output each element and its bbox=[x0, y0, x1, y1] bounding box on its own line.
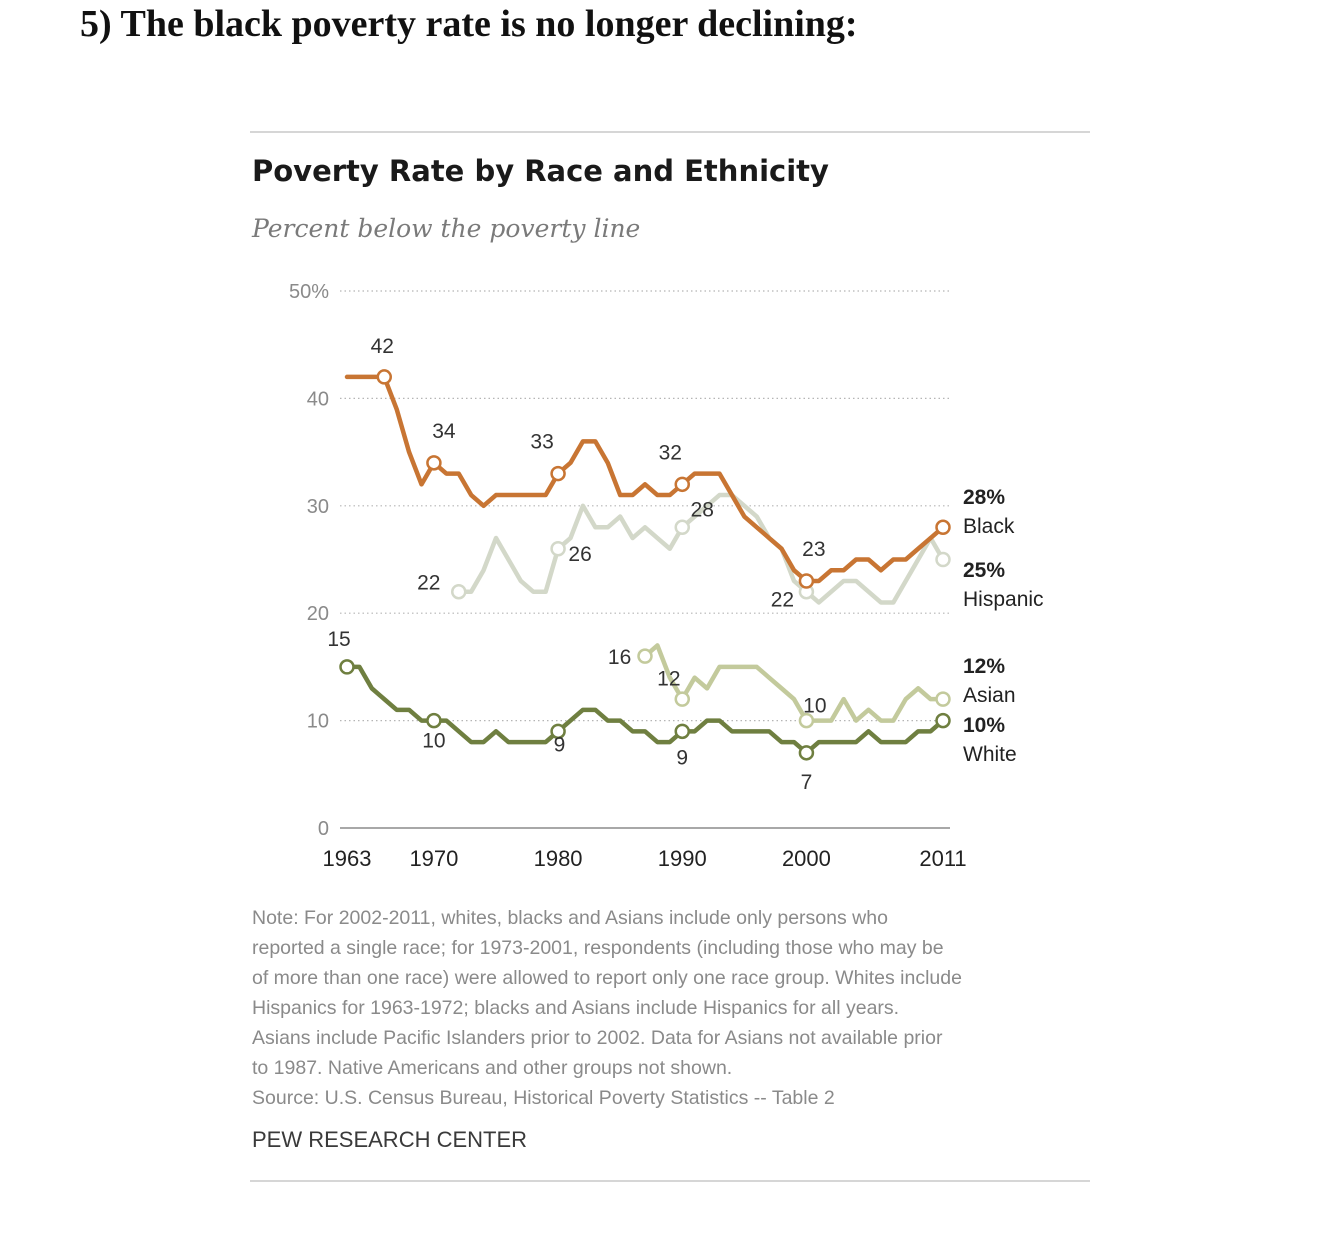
hispanic-data-label: 22 bbox=[417, 572, 440, 595]
hispanic-data-point bbox=[451, 583, 467, 600]
hispanic-series-line bbox=[456, 492, 946, 605]
note-line: of more than one race) were allowed to r… bbox=[252, 967, 962, 989]
white-data-point bbox=[674, 723, 690, 740]
white-data-point bbox=[798, 745, 815, 761]
x-tick-label: 1980 bbox=[534, 846, 583, 871]
hispanic-data-point bbox=[935, 551, 951, 568]
note-line: reported a single race; for 1973-2001, r… bbox=[252, 937, 944, 959]
source-line: Source: U.S. Census Bureau, Historical P… bbox=[252, 1087, 835, 1109]
black-data-point bbox=[376, 369, 392, 385]
black-data-point bbox=[550, 465, 566, 482]
white-data-label: 9 bbox=[554, 734, 566, 757]
black-end-value: 28% bbox=[963, 486, 1005, 509]
source-credit: PEW RESEARCH CENTER bbox=[252, 1127, 528, 1152]
asian-data-point bbox=[637, 648, 653, 664]
black-data-label: 34 bbox=[432, 420, 456, 443]
white-data-point bbox=[550, 723, 566, 740]
asian-data-point bbox=[674, 691, 690, 707]
note-line: to 1987. Native Americans and other grou… bbox=[252, 1057, 733, 1079]
page-heading: 5) The black poverty rate is no longer d… bbox=[80, 3, 858, 45]
black-data-point bbox=[674, 476, 690, 493]
y-tick-label: 10 bbox=[307, 711, 329, 733]
y-tick-label: 20 bbox=[307, 603, 329, 625]
asian-end-value: 12% bbox=[963, 655, 1005, 678]
black-legend-label: Black bbox=[963, 515, 1015, 538]
hispanic-end-value: 25% bbox=[963, 559, 1005, 582]
y-tick-label: 50% bbox=[289, 281, 329, 303]
black-data-label: 42 bbox=[371, 335, 394, 358]
chart-subtitle: Percent below the poverty line bbox=[252, 214, 641, 243]
black-data-point bbox=[798, 573, 815, 589]
white-data-label: 7 bbox=[801, 771, 813, 794]
x-tick-label: 1990 bbox=[658, 846, 707, 871]
white-data-point bbox=[339, 659, 355, 675]
x-tick-label: 2011 bbox=[919, 846, 966, 871]
asian-data-label: 10 bbox=[803, 695, 826, 718]
y-tick-label: 30 bbox=[307, 496, 329, 518]
hispanic-data-point bbox=[550, 541, 566, 557]
note-line: Asians include Pacific Islanders prior t… bbox=[252, 1027, 943, 1049]
black-data-point bbox=[426, 455, 442, 471]
note-line: Note: For 2002-2011, whites, blacks and … bbox=[252, 907, 888, 929]
chart-note: Note: For 2002-2011, whites, blacks and … bbox=[252, 903, 1092, 1113]
bottom-divider bbox=[250, 1180, 1090, 1182]
asian-data-point bbox=[798, 712, 815, 729]
hispanic-data-label: 26 bbox=[568, 543, 591, 566]
top-divider bbox=[250, 131, 1090, 133]
asian-legend-label: Asian bbox=[963, 684, 1016, 707]
white-series-line bbox=[344, 664, 946, 756]
black-data-point bbox=[935, 519, 951, 536]
white-data-label: 15 bbox=[327, 628, 350, 651]
white-data-label: 10 bbox=[422, 730, 445, 753]
y-tick-label: 0 bbox=[318, 818, 329, 840]
asian-data-label: 16 bbox=[608, 646, 631, 669]
x-tick-label: 2000 bbox=[782, 846, 831, 871]
white-legend-label: White bbox=[963, 743, 1017, 766]
x-tick-label: 1970 bbox=[409, 846, 458, 871]
asian-data-label: 12 bbox=[657, 668, 680, 691]
black-data-label: 33 bbox=[530, 431, 553, 454]
hispanic-data-label: 28 bbox=[691, 498, 714, 521]
hispanic-legend-label: Hispanic bbox=[963, 588, 1044, 611]
white-data-point bbox=[426, 712, 442, 729]
y-tick-label: 40 bbox=[307, 388, 329, 410]
chart-title: Poverty Rate by Race and Ethnicity bbox=[252, 154, 829, 188]
hispanic-data-point bbox=[674, 519, 690, 536]
black-data-label: 23 bbox=[802, 538, 825, 561]
black-series-line bbox=[344, 374, 946, 584]
hispanic-data-label: 22 bbox=[771, 589, 794, 612]
white-end-value: 10% bbox=[963, 714, 1005, 737]
note-line: Hispanics for 1963-1972; blacks and Asia… bbox=[252, 997, 900, 1019]
x-tick-label: 1963 bbox=[323, 846, 372, 871]
asian-series-line bbox=[642, 643, 946, 723]
white-data-point bbox=[935, 712, 951, 729]
black-data-label: 32 bbox=[659, 441, 682, 464]
white-data-label: 9 bbox=[676, 746, 688, 769]
asian-data-point bbox=[935, 691, 951, 707]
